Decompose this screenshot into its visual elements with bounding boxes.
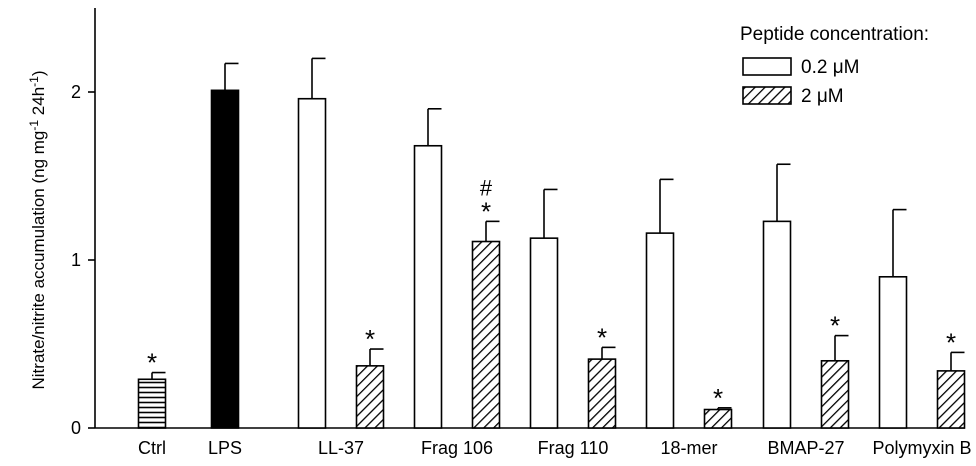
bar [210, 89, 240, 429]
y-tick-label: 2 [71, 82, 81, 102]
bar [762, 220, 792, 429]
legend-label-1: 2 μM [801, 86, 844, 107]
bar [703, 408, 733, 429]
significance-marker: * [713, 383, 723, 413]
bars: ***#**** [137, 57, 966, 429]
legend-title: Peptide concentration: [740, 24, 929, 45]
x-tick-label: LPS [208, 438, 242, 458]
bar [645, 232, 675, 429]
x-tick-label: Polymyxin B [872, 438, 971, 458]
x-tick-label: 18-mer [660, 438, 717, 458]
significance-marker: # [480, 175, 493, 200]
axes: 0 1 2 Ctrl LPS LL-37 Frag 106 Frag 110 18-mer BMA… [71, 8, 972, 458]
bar [297, 97, 327, 429]
legend-swatch-hatched [742, 86, 792, 105]
bar [878, 275, 908, 429]
bar [355, 365, 385, 429]
bar [471, 240, 501, 429]
y-tick-label: 0 [71, 418, 81, 438]
significance-marker: * [830, 311, 840, 341]
bar [587, 358, 617, 429]
significance-marker: * [365, 324, 375, 354]
significance-marker: * [481, 196, 491, 226]
x-tick-label: LL-37 [318, 438, 364, 458]
x-tick-label: Ctrl [138, 438, 166, 458]
bar [529, 237, 559, 429]
bar [936, 370, 966, 429]
significance-marker: * [597, 322, 607, 352]
legend-swatch-open [742, 57, 792, 76]
significance-marker: * [147, 348, 157, 378]
x-tick-label: Frag 106 [421, 438, 493, 458]
bar [137, 378, 167, 429]
x-tick-label: Frag 110 [538, 438, 609, 458]
legend: Peptide concentration: 0.2 μM 2 μM [740, 24, 929, 107]
y-axis-label: Nitrate/nitrite accumulation (ng mg-1 24… [27, 71, 48, 390]
bar [413, 144, 443, 429]
x-tick-label: BMAP-27 [767, 438, 844, 458]
y-tick-label: 1 [71, 250, 81, 270]
legend-label-0: 0.2 μM [801, 57, 859, 78]
bar [820, 359, 850, 429]
significance-marker: * [946, 327, 956, 357]
